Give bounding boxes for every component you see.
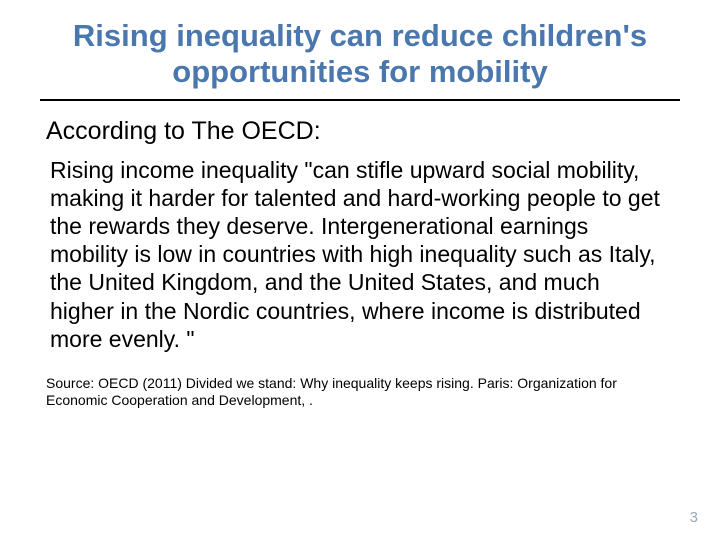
source-citation: Source: OECD (2011) Divided we stand: Wh… xyxy=(40,375,680,410)
slide-title: Rising inequality can reduce children's … xyxy=(40,18,680,99)
page-number: 3 xyxy=(690,509,698,526)
body-paragraph: Rising income inequality "can stifle upw… xyxy=(40,156,680,352)
title-underline xyxy=(40,99,680,101)
slide-container: Rising inequality can reduce children's … xyxy=(0,0,720,540)
subtitle: According to The OECD: xyxy=(40,117,680,146)
